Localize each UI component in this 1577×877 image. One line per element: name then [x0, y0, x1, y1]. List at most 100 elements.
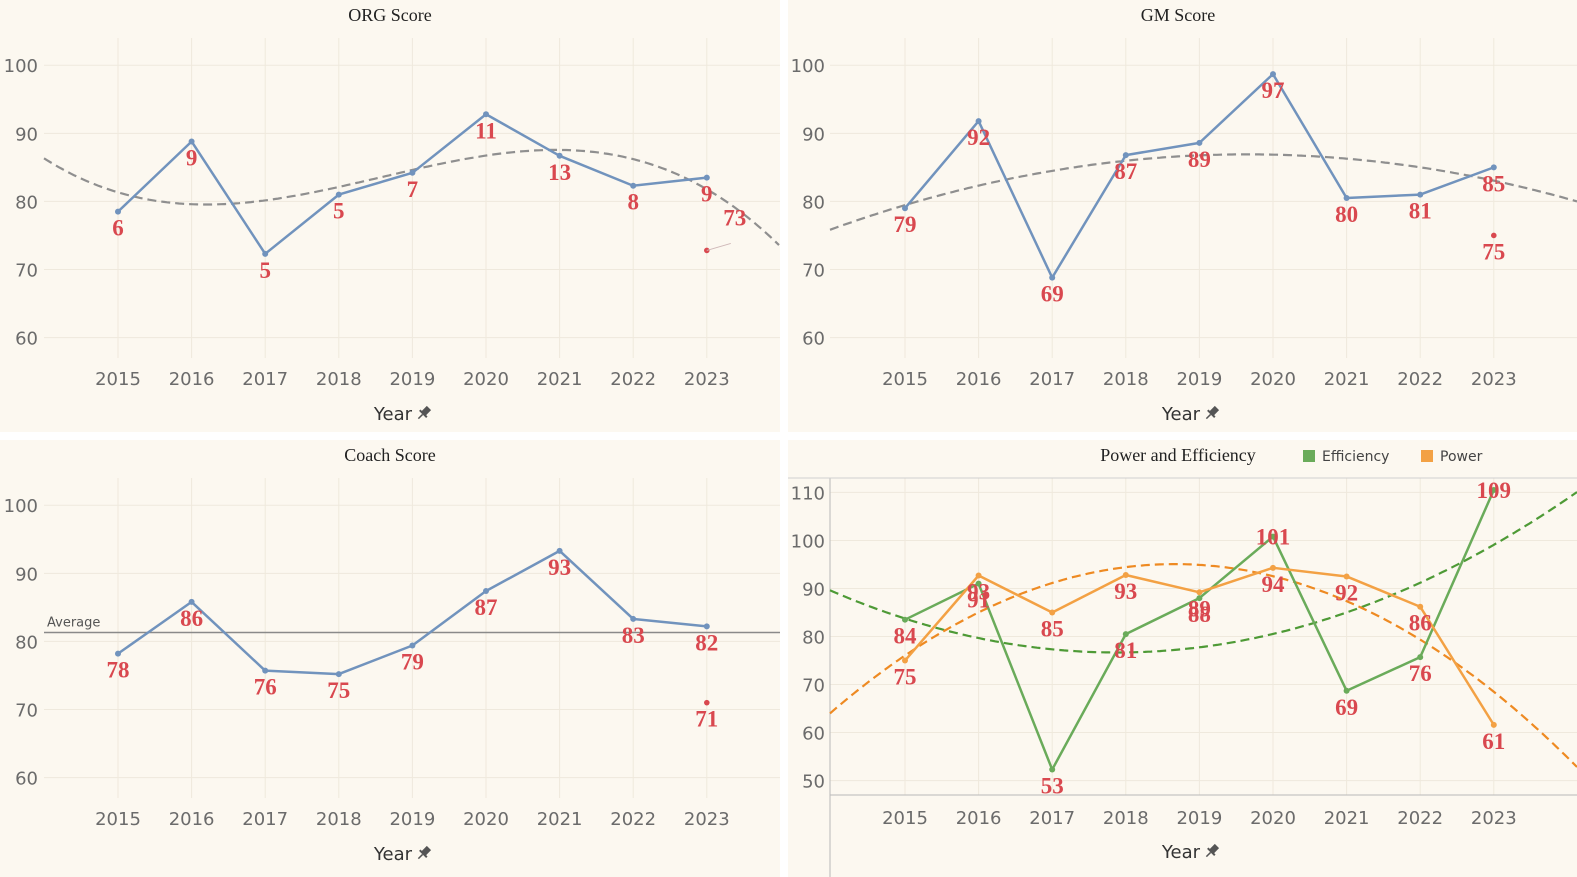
data-label: 82	[695, 630, 718, 655]
data-point	[975, 118, 982, 125]
data-label: 92	[1335, 580, 1358, 605]
data-label: 92	[967, 125, 990, 150]
x-tick-label: 2016	[956, 369, 1002, 390]
x-tick-label: 2015	[95, 369, 141, 390]
x-tick-label: 2018	[1103, 808, 1149, 829]
x-tick-label: 2015	[95, 809, 141, 830]
data-label: 6	[112, 216, 124, 241]
data-point	[1049, 766, 1056, 773]
pin-icon	[1205, 405, 1220, 420]
pin-icon	[1205, 843, 1220, 858]
average-label: Average	[47, 616, 100, 631]
data-point	[262, 667, 269, 674]
data-point	[1049, 274, 1056, 281]
data-label: 7	[407, 177, 419, 202]
extra-data-label: 75	[1482, 239, 1505, 264]
data-point	[1490, 487, 1497, 494]
data-label: 81	[1114, 638, 1137, 663]
data-label: 93	[1114, 579, 1137, 604]
y-tick-label: 70	[15, 700, 38, 721]
data-label: 53	[1041, 774, 1064, 799]
data-label: 101	[1256, 525, 1291, 550]
data-label: 61	[1482, 729, 1505, 754]
data-label: 91	[967, 588, 990, 613]
data-label: 5	[333, 199, 345, 224]
data-point	[975, 572, 982, 579]
data-label: 76	[1409, 661, 1432, 686]
y-tick-label: 100	[4, 56, 38, 77]
data-point	[1270, 533, 1276, 540]
x-tick-label: 2021	[537, 809, 583, 830]
data-label: 13	[548, 160, 571, 185]
data-point	[115, 650, 121, 657]
pin-icon	[417, 405, 432, 420]
label-leader-line	[706, 242, 731, 251]
x-tick-label: 2022	[610, 369, 656, 390]
pin-needle	[417, 413, 424, 420]
x-tick-label: 2023	[684, 369, 730, 390]
data-point	[1417, 603, 1424, 610]
y-tick-label: 70	[802, 676, 825, 697]
x-tick-label: 2019	[1176, 808, 1222, 829]
data-point	[1417, 191, 1424, 198]
data-label: 75	[894, 665, 917, 690]
data-point	[1343, 687, 1350, 694]
x-tick-label: 2019	[1176, 369, 1222, 390]
x-tick-label: 2020	[463, 809, 509, 830]
chart-title: ORG Score	[348, 5, 432, 25]
data-point	[409, 169, 416, 176]
data-point	[188, 138, 195, 145]
data-point	[1196, 139, 1203, 146]
pin-collar	[1207, 847, 1216, 856]
power-efficiency-chart: 50 60 70 80 90 100 110 2015 2016 2017 2018 2019 2020…	[788, 445, 1577, 877]
data-label: 79	[894, 212, 917, 237]
y-tick-label: 100	[791, 531, 825, 552]
legend-swatch-power	[1421, 450, 1433, 462]
pin-icon	[417, 845, 432, 860]
data-label: 97	[1262, 78, 1285, 103]
data-label: 8	[627, 190, 639, 215]
y-tick-label: 80	[802, 192, 825, 213]
x-axis-title: Year	[1161, 404, 1201, 425]
data-point	[335, 671, 342, 678]
data-point	[902, 657, 908, 664]
data-point	[1196, 589, 1203, 596]
data-label: 11	[475, 118, 497, 143]
data-label: 5	[259, 258, 271, 283]
y-tick-label: 90	[802, 579, 825, 600]
data-point	[1122, 572, 1129, 579]
y-tick-label: 100	[791, 56, 825, 77]
data-point	[409, 642, 416, 649]
data-label: 93	[967, 580, 990, 605]
x-tick-label: 2020	[1250, 369, 1296, 390]
data-label: 93	[548, 555, 571, 580]
data-point	[902, 205, 908, 212]
data-point	[975, 580, 982, 587]
data-point	[188, 598, 195, 605]
y-tick-label: 90	[15, 124, 38, 145]
x-tick-label: 2022	[610, 809, 656, 830]
data-label: 89	[1188, 147, 1211, 172]
gm-score-panel: 60 70 80 90 100 2015 2016 2017 2018 2019 2020 2021 2…	[788, 0, 1577, 432]
x-tick-label: 2019	[389, 369, 435, 390]
data-label: 78	[107, 658, 130, 683]
extra-data-point	[1491, 232, 1497, 239]
y-tick-label: 60	[15, 769, 38, 790]
y-tick-label: 70	[15, 260, 38, 281]
x-tick-label: 2018	[316, 809, 362, 830]
data-label: 87	[475, 595, 498, 620]
x-tick-label: 2018	[1103, 369, 1149, 390]
y-tick-label: 100	[4, 496, 38, 517]
coach-score-panel: 60 70 80 90 100 2015 2016 2017 2018 2019 2020 2021 2…	[0, 440, 780, 877]
x-tick-label: 2018	[316, 369, 362, 390]
pin-collar	[419, 409, 428, 418]
data-label: 81	[1409, 199, 1432, 224]
trend-line-efficiency	[829, 491, 1577, 654]
y-tick-label: 60	[802, 724, 825, 745]
data-label: 84	[894, 624, 918, 649]
x-tick-label: 2017	[1029, 808, 1075, 829]
data-point	[1049, 609, 1056, 616]
data-label: 75	[327, 678, 350, 703]
data-point	[1122, 631, 1129, 638]
x-tick-label: 2016	[169, 809, 215, 830]
